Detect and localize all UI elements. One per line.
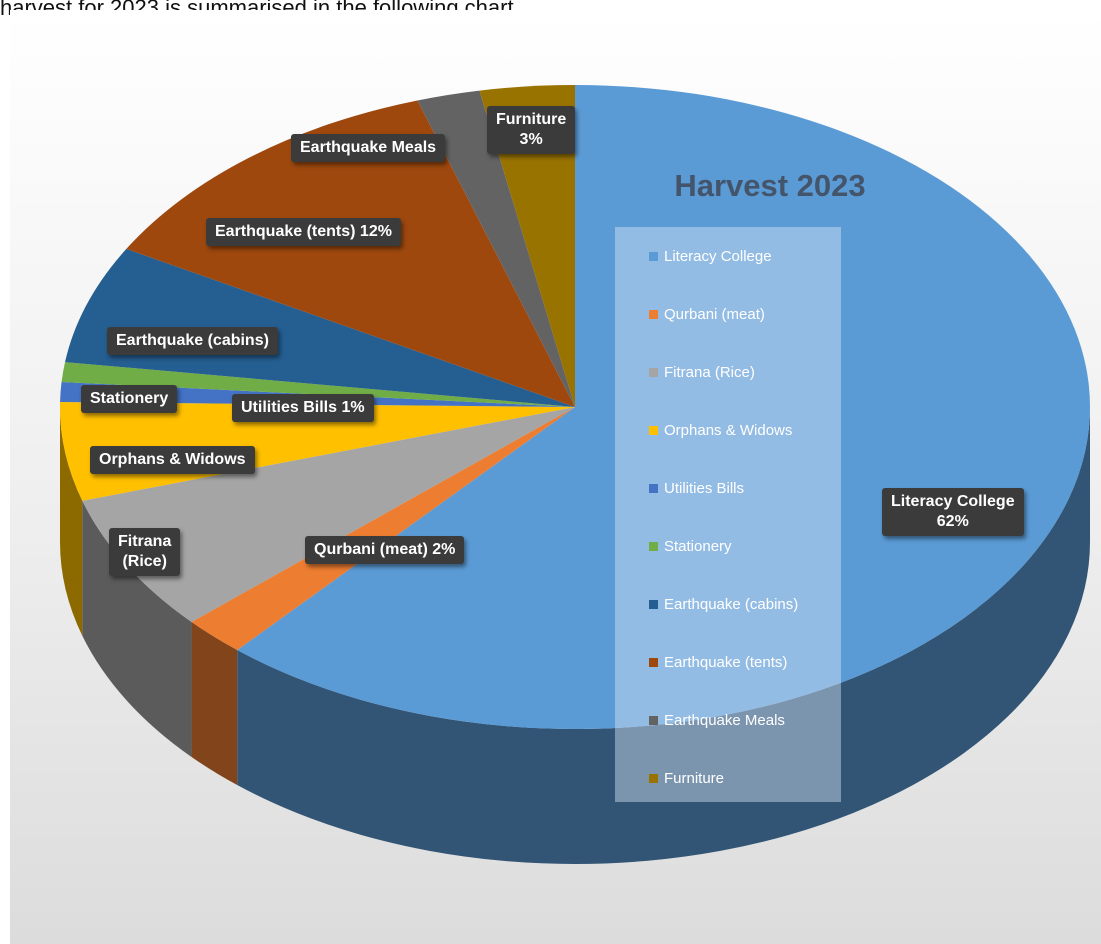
legend-label: Earthquake Meals (664, 712, 785, 729)
legend-swatch (649, 716, 658, 725)
legend-swatch (649, 658, 658, 667)
legend-label: Stationery (664, 538, 732, 555)
data-label-fitrana-rice: Fitrana (Rice) (109, 528, 181, 576)
pie-slice-fitrana-rice (82, 407, 575, 622)
legend-item-qurbani-meat: Qurbani (meat) (649, 305, 765, 325)
pie-slice-earthquake-meals (417, 90, 575, 407)
legend-swatch (649, 252, 658, 261)
legend-item-literacy-college: Literacy College (649, 247, 772, 267)
legend-swatch (649, 484, 658, 493)
legend: Literacy College Qurbani (meat) Fitrana (R… (615, 227, 841, 802)
legend-item-orphans-widows: Orphans & Widows (649, 421, 792, 441)
legend-label: Furniture (664, 770, 725, 787)
legend-label: Orphans & Widows (664, 422, 793, 439)
pie-slice-literacy-college (237, 85, 1090, 729)
data-label-earthquake-tents: Earthquake (tents) 12% (206, 218, 401, 246)
data-label-earthquake-meals: Earthquake Meals (291, 134, 446, 162)
pie-slice-stationery (61, 362, 575, 407)
legend-label: Earthquake (tents) (664, 654, 788, 671)
pie-slice-earthquake-cabins (65, 248, 575, 407)
data-label-literacy-college: Literacy College 62% (882, 488, 1024, 536)
legend-item-utilities-bills: Utilities Bills (649, 479, 744, 499)
data-label-utilities-bills: Utilities Bills 1% (232, 394, 374, 422)
pie-side-orphans-widows (60, 407, 83, 636)
legend-swatch (649, 310, 658, 319)
legend-item-earthquake-cabins: Earthquake (cabins) (649, 595, 798, 615)
legend-swatch (649, 774, 658, 783)
chart-title: Harvest 2023 (674, 168, 866, 203)
data-label-furniture: Furniture 3% (487, 106, 576, 154)
pie-side-qurbani-meat (191, 621, 238, 786)
legend-item-fitrana-rice: Fitrana (Rice) (649, 363, 755, 383)
pie-slices (60, 85, 1090, 729)
legend-label: Utilities Bills (664, 480, 745, 497)
data-label-stationery: Stationery (81, 385, 178, 413)
legend-label: Earthquake (cabins) (664, 596, 799, 613)
legend-label: Qurbani (meat) (664, 306, 765, 323)
legend-label: Literacy College (664, 248, 772, 265)
data-label-earthquake-cabins: Earthquake (cabins) (107, 327, 278, 355)
data-label-orphans-widows: Orphans & Widows (90, 446, 255, 474)
legend-label: Fitrana (Rice) (664, 364, 755, 381)
legend-item-earthquake-tents: Earthquake (tents) (649, 653, 787, 673)
legend-swatch (649, 600, 658, 609)
pie-side-literacy-college (237, 407, 1090, 865)
legend-item-furniture: Furniture (649, 769, 724, 789)
legend-swatch (649, 368, 658, 377)
legend-item-stationery: Stationery (649, 537, 732, 557)
pie-slice-orphans-widows (60, 401, 575, 501)
legend-item-earthquake-meals: Earthquake Meals (649, 711, 785, 731)
legend-swatch (649, 426, 658, 435)
data-label-qurbani-meat: Qurbani (meat) 2% (305, 536, 465, 564)
pie-slice-furniture (479, 85, 575, 407)
pie-slice-earthquake-tents (126, 100, 575, 407)
chart-area: Harvest 2023 Literacy College Qurbani (me… (10, 10, 1101, 944)
legend-swatch (649, 542, 658, 551)
pie-slice-qurbani-meat (191, 407, 575, 651)
